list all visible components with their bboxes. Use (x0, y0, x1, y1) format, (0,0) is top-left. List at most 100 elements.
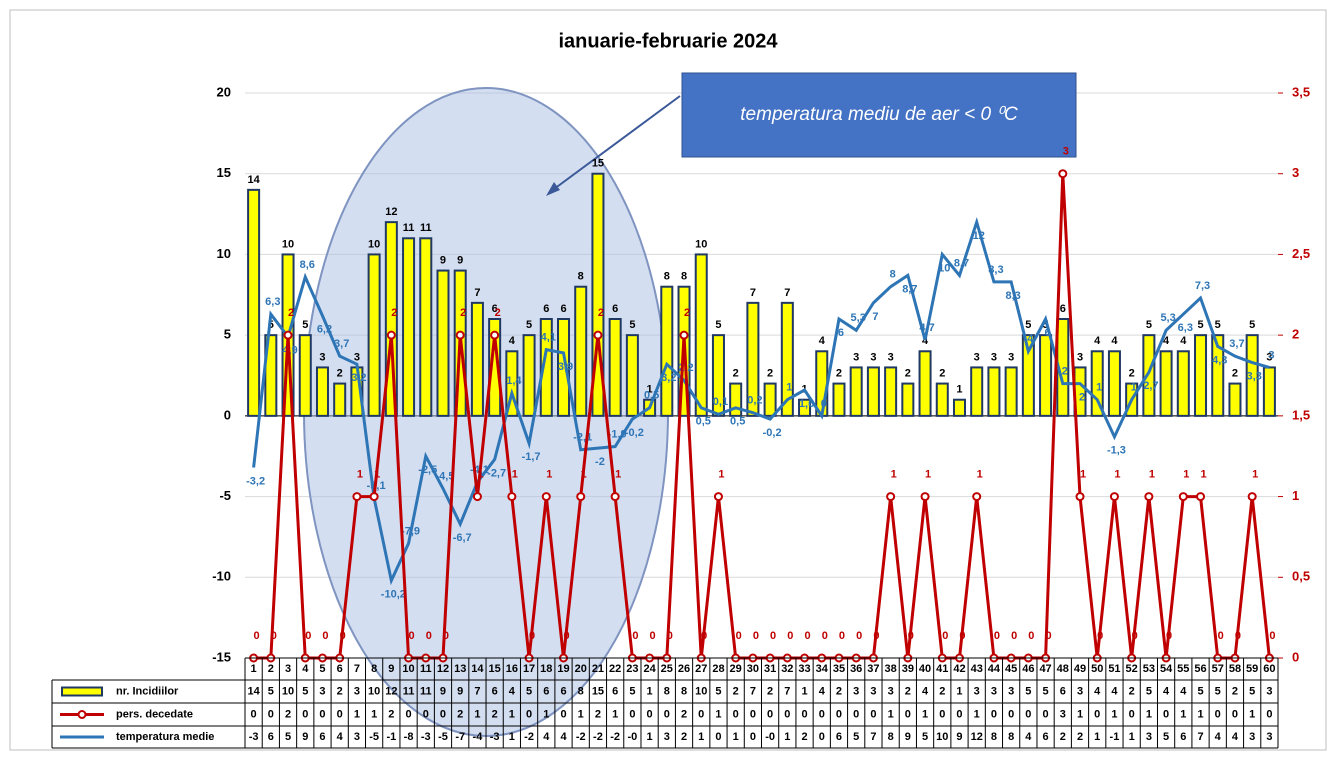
table-cell: 0 (767, 708, 773, 720)
y-tick-label: -5 (219, 488, 231, 503)
table-cell: -1 (386, 731, 396, 743)
table-cell: 4 (1111, 685, 1118, 697)
table-cell: -3 (490, 731, 500, 743)
table-cell: 3 (1266, 685, 1272, 697)
death-label: 2 (684, 307, 690, 319)
table-cell: 1 (698, 731, 704, 743)
temperature-label: 3 (1268, 349, 1274, 361)
bar (901, 382, 915, 417)
temperature-label: 5,3 (1160, 312, 1175, 324)
table-cell: 1 (801, 685, 807, 697)
table-cell: 2 (285, 708, 291, 720)
table-cell: 5 (1146, 685, 1152, 697)
x-tick-label: 46 (1022, 663, 1034, 675)
table-cell: 0 (819, 731, 825, 743)
table-cell: 2 (733, 685, 739, 697)
table-cell: 1 (784, 731, 790, 743)
table-cell: 3 (354, 731, 360, 743)
x-tick-label: 24 (643, 663, 656, 675)
arrow-head (546, 182, 560, 196)
table-cell: 5 (1215, 685, 1221, 697)
table-cell: 0 (750, 708, 756, 720)
x-tick-label: 3 (285, 663, 291, 675)
table-cell: 0 (268, 708, 274, 720)
table-cell: -4 (473, 731, 484, 743)
temperature-label: 12 (973, 230, 985, 242)
temperature-label: -6,7 (453, 532, 472, 544)
table-cell: -7 (455, 731, 465, 743)
bar-label: 11 (420, 222, 432, 234)
table-cell: 1 (956, 685, 962, 697)
table-cell: -2 (524, 731, 534, 743)
table-cell: 4 (1094, 685, 1101, 697)
bar (1021, 334, 1035, 417)
bar-label: 5 (302, 319, 308, 331)
table-cell: 5 (715, 685, 721, 697)
x-tick-label: 2 (268, 663, 274, 675)
x-tick-label: 37 (867, 663, 879, 675)
bar (367, 253, 381, 417)
death-label: 1 (1149, 468, 1155, 480)
table-cell: 0 (750, 731, 756, 743)
x-tick-label: 44 (988, 663, 1001, 675)
annotation-box (681, 72, 1077, 158)
table-cell: -8 (404, 731, 414, 743)
x-tick-label: 48 (1057, 663, 1069, 675)
x-tick-label: 38 (885, 663, 897, 675)
x-tick-label: 49 (1074, 663, 1086, 675)
table-cell: 2 (905, 685, 911, 697)
temperature-label: -2 (595, 456, 605, 468)
table-cell: 1 (509, 708, 515, 720)
death-label: 1 (718, 468, 724, 480)
bar (798, 398, 812, 417)
x-tick-label: 29 (730, 663, 742, 675)
bar-label: 1 (647, 384, 653, 396)
death-label: 0 (959, 630, 965, 642)
table-cell: 10 (936, 731, 948, 743)
table-cell: 3 (870, 685, 876, 697)
temperature-label: 1 (1096, 382, 1102, 394)
x-tick-label: 22 (609, 663, 621, 675)
temperature-label: 2 (1062, 365, 1068, 377)
bar (1090, 350, 1104, 417)
death-marker (490, 330, 500, 340)
x-tick-label: 42 (953, 663, 965, 675)
death-marker (352, 492, 362, 502)
table-cell: 3 (1077, 685, 1083, 697)
x-tick-label: 53 (1143, 663, 1155, 675)
x-tick-label: 23 (626, 663, 638, 675)
table-cell: 1 (647, 731, 653, 743)
x-tick-label: 52 (1126, 663, 1138, 675)
x-tick-label: 60 (1263, 663, 1275, 675)
table-cell: 0 (1025, 708, 1031, 720)
legend-marker (77, 710, 87, 719)
x-tick-label: 40 (919, 663, 931, 675)
temperature-label: -2,5 (418, 464, 437, 476)
death-marker (886, 492, 896, 502)
death-label: 1 (581, 468, 587, 480)
bar (935, 382, 949, 417)
x-tick-label: 31 (764, 663, 776, 675)
table-cell: 8 (991, 731, 997, 743)
death-label: 1 (977, 468, 983, 480)
bar (1245, 334, 1259, 417)
death-label: 0 (736, 630, 742, 642)
death-label: 2 (288, 307, 294, 319)
temperature-label: 3,7 (334, 338, 349, 350)
table-cell: 5 (526, 685, 532, 697)
bar-label: 6 (492, 303, 498, 315)
temperature-label: 8,3 (988, 264, 1003, 276)
bar-label: 3 (319, 351, 325, 363)
bar-label: 4 (1163, 335, 1170, 347)
temperature-label: 8 (890, 269, 896, 281)
table-cell: 1 (1094, 731, 1100, 743)
y-tick-label: 5 (224, 327, 231, 342)
table-cell: 1 (922, 708, 928, 720)
bar (470, 301, 484, 417)
death-label: 0 (650, 630, 656, 642)
table-cell: 0 (801, 708, 807, 720)
x-tick-label: 5 (319, 663, 325, 675)
bar (1194, 334, 1208, 417)
table-cell: 2 (388, 708, 394, 720)
